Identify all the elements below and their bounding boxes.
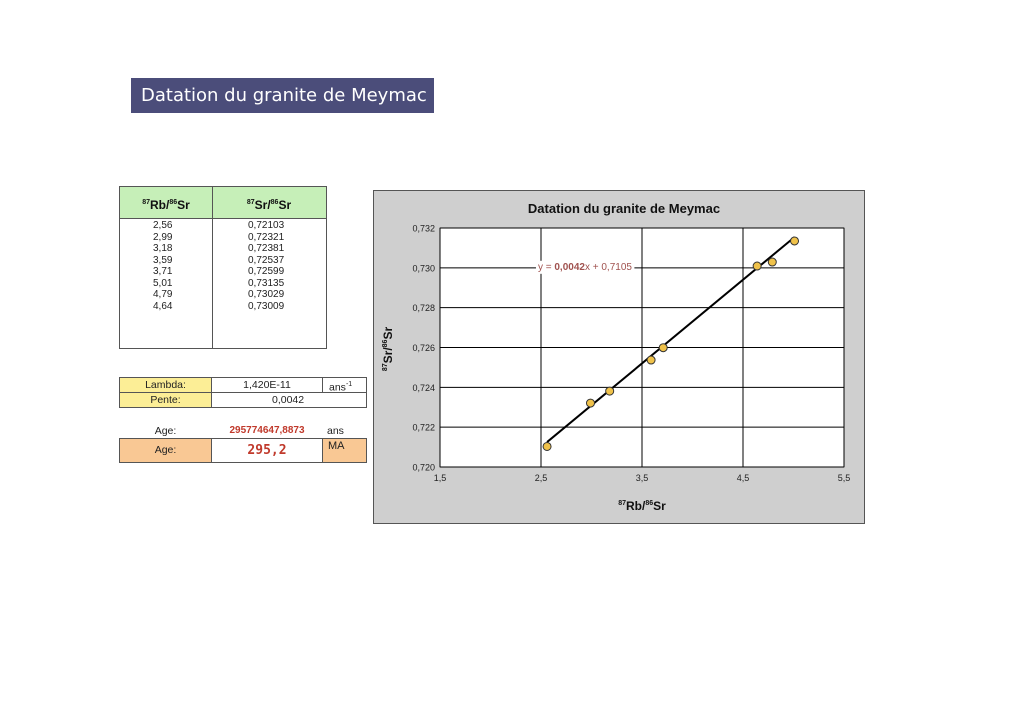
table-row: 4,64 0,73009 bbox=[153, 300, 285, 312]
lambda-value: 1,420E-11 bbox=[211, 377, 323, 393]
chart-panel: Datation du granite de Meymac 0,720 0,722… bbox=[373, 190, 865, 524]
data-point bbox=[585, 398, 595, 408]
tick-labels: 0,720 0,722 0,724 0,726 0,728 0,730 0,732 1,5 2,… bbox=[412, 224, 850, 484]
data-table: 87Rb/86Sr 87Sr/86Sr 2,56 0,72103 2,99 0,72… bbox=[119, 186, 327, 349]
y-tick-label: 0,720 bbox=[412, 463, 435, 473]
trendline-equation: y = 0,0042x + 0,7105 bbox=[538, 262, 632, 273]
data-point bbox=[542, 441, 552, 451]
pente-label: Pente: bbox=[119, 392, 212, 408]
x-tick-label: 1,5 bbox=[434, 473, 447, 483]
header-rb-sr: 87Rb/86Sr bbox=[142, 198, 190, 212]
table-row: 3,18 0,72381 bbox=[153, 243, 285, 254]
age-years-value: 295774647,8873 bbox=[229, 425, 305, 436]
data-point bbox=[646, 355, 656, 365]
age-ma-unit: MA bbox=[322, 438, 367, 463]
table-row: 2,99 0,72321 bbox=[153, 231, 285, 243]
y-tick-label: 0,726 bbox=[412, 343, 435, 353]
page-title: Datation du granite de Meymac bbox=[131, 78, 434, 113]
table-row: 3,59 0,72537 bbox=[153, 254, 285, 266]
y-tick-label: 0,722 bbox=[412, 423, 435, 433]
lambda-label: Lambda: bbox=[119, 377, 212, 393]
pente-value: 0,0042 bbox=[211, 392, 367, 408]
table-row: 2,56 0,72103 bbox=[153, 220, 285, 231]
trendline bbox=[546, 236, 796, 443]
column-divider bbox=[212, 187, 213, 348]
data-point bbox=[767, 257, 777, 267]
x-tick-label: 5,5 bbox=[838, 473, 851, 483]
y-tick-label: 0,732 bbox=[412, 224, 435, 234]
data-point bbox=[658, 343, 668, 353]
x-tick-label: 3,5 bbox=[636, 473, 649, 483]
data-point bbox=[752, 261, 762, 271]
age-label: Age: bbox=[154, 425, 177, 437]
table-row: 5,01 0,73135 bbox=[153, 277, 285, 289]
y-tick-label: 0,728 bbox=[412, 303, 435, 313]
data-point bbox=[605, 386, 615, 396]
x-tick-label: 4,5 bbox=[737, 473, 750, 483]
table-body: 2,56 0,72103 2,99 0,72321 3,18 0,72381 3,59… bbox=[120, 220, 326, 312]
x-axis-label: 87Rb/86Sr bbox=[618, 499, 666, 513]
age-ma-label: Age: bbox=[119, 438, 212, 463]
chart-title: Datation du granite de Meymac bbox=[528, 201, 720, 216]
data-points bbox=[542, 236, 800, 451]
x-tick-label: 2,5 bbox=[535, 473, 548, 483]
table-header: 87Rb/86Sr 87Sr/86Sr bbox=[120, 187, 326, 219]
y-axis-label: 87Sr/86Sr bbox=[381, 327, 395, 372]
equation-background bbox=[535, 260, 635, 274]
table-row: 4,79 0,73029 bbox=[153, 289, 285, 300]
age-years-unit: ans bbox=[327, 425, 344, 437]
data-point bbox=[790, 236, 800, 246]
scatter-chart: Datation du granite de Meymac 0,720 0,722… bbox=[381, 201, 850, 513]
age-ma-value: 295,2 bbox=[211, 438, 323, 463]
y-tick-label: 0,724 bbox=[412, 383, 435, 393]
header-sr-sr: 87Sr/86Sr bbox=[246, 198, 292, 212]
y-tick-label: 0,730 bbox=[412, 263, 435, 273]
lambda-unit: ans-1 bbox=[322, 377, 367, 394]
table-row: 3,71 0,72599 bbox=[153, 266, 285, 277]
